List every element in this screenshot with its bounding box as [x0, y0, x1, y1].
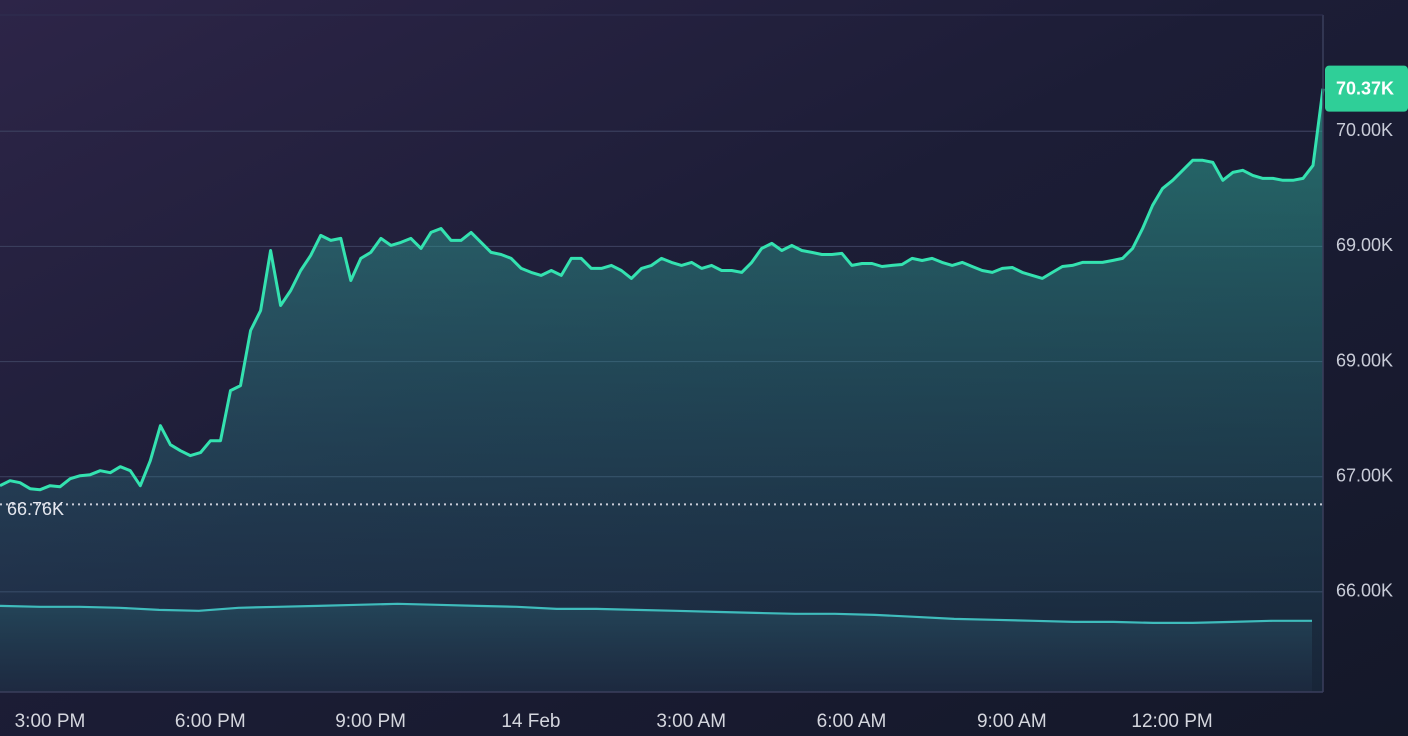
x-tick-label: 9:00 AM: [977, 711, 1047, 732]
y-tick-label: 69.00K: [1336, 350, 1393, 370]
plot: 70.00K 69.00K 69.00K 67.00K 66.00K 66.76K 70.3…: [0, 14, 1408, 732]
x-tick-label: 3:00 AM: [656, 711, 726, 732]
volume-line: [0, 602, 1312, 624]
last-price-tag: [1325, 65, 1408, 112]
x-tick-label: 6:00 AM: [817, 711, 887, 732]
price-area: [0, 88, 1323, 692]
x-tick-label: 12:00 PM: [1131, 711, 1212, 732]
x-tick-label: 14 Feb: [501, 711, 560, 732]
y-tick-label: 67.00K: [1336, 465, 1393, 485]
last-price-label: 70.37K: [1336, 78, 1394, 98]
volume-area: [0, 603, 1312, 692]
y-tick-label: 69.00K: [1336, 235, 1393, 255]
price-line: [0, 88, 1325, 492]
y-tick-label: 66.00K: [1336, 581, 1393, 601]
x-tick-label: 3:00 PM: [15, 711, 86, 732]
reference-label: 66.76K: [7, 499, 64, 519]
x-tick-label: 9:00 PM: [335, 711, 406, 732]
y-tick-label: 70.00K: [1336, 120, 1393, 140]
x-tick-label: 6:00 PM: [175, 711, 246, 732]
